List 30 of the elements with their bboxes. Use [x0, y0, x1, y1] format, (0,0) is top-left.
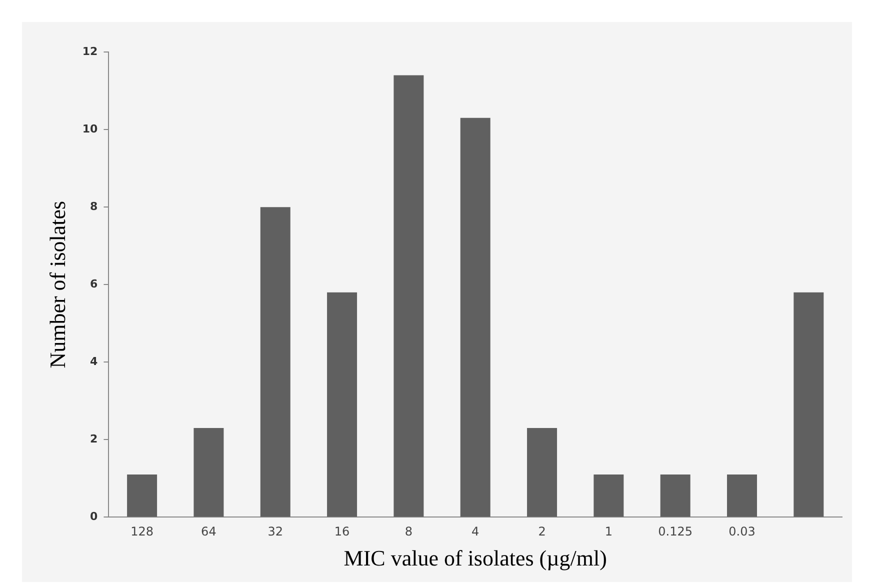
- bar: [794, 292, 824, 517]
- bar: [194, 428, 224, 517]
- x-tick-label: 128: [130, 524, 154, 539]
- y-tick-label: 6: [90, 277, 98, 290]
- y-tick-label: 4: [90, 354, 98, 368]
- y-tick-label: 10: [82, 122, 98, 136]
- y-tick-label: 2: [90, 432, 98, 446]
- bar: [660, 474, 690, 517]
- bar: [727, 474, 758, 517]
- x-tick-label: 16: [334, 524, 350, 539]
- bar: [527, 428, 558, 517]
- x-tick-label: 4: [472, 524, 480, 539]
- bar: [460, 118, 490, 517]
- y-tick-label: 0: [90, 510, 98, 524]
- bar: [260, 207, 290, 517]
- x-tick-label: 0.03: [728, 524, 756, 539]
- y-tick-label: 8: [90, 200, 98, 213]
- bar: [327, 292, 358, 517]
- x-tick-label: 32: [268, 524, 284, 539]
- bar: [127, 474, 158, 517]
- x-tick-label: 0.125: [658, 524, 693, 539]
- x-tick-label: 2: [538, 524, 546, 539]
- y-tick-label: 12: [82, 44, 98, 58]
- x-axis-title: MIC value of isolates (µg/ml): [344, 546, 607, 571]
- x-tick-label: 1: [604, 524, 612, 539]
- y-axis-title: Number of isolates: [44, 200, 70, 368]
- x-tick-label: 8: [404, 524, 413, 539]
- bar: [594, 474, 624, 517]
- x-tick-label: 64: [201, 524, 216, 539]
- bar: [394, 75, 424, 517]
